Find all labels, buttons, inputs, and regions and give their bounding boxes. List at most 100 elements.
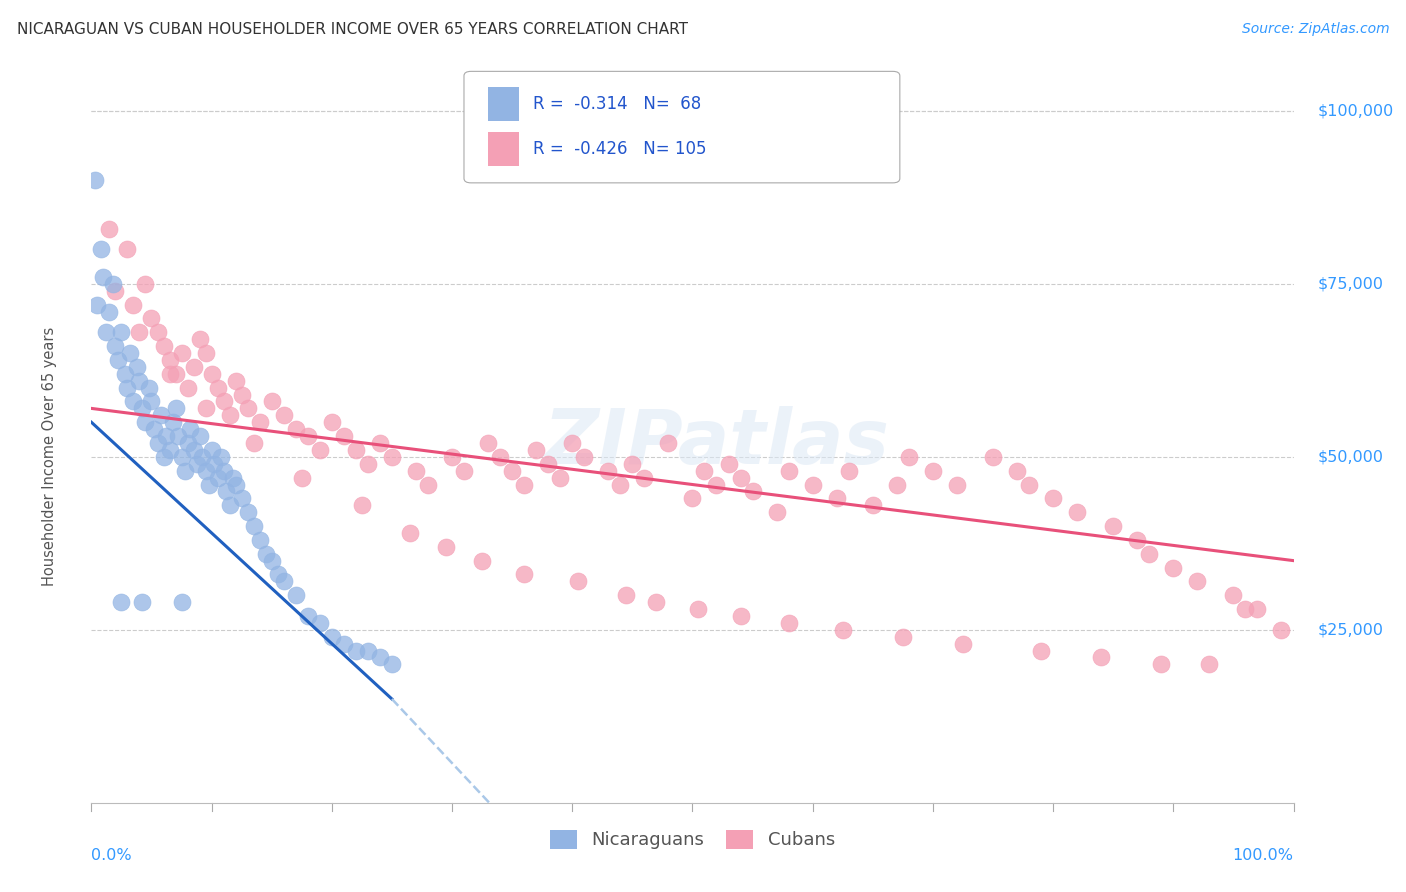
Point (134, 277, 156, 291)
Point (131, 401, 153, 416)
Point (242, 519, 264, 533)
Point (440, 450, 463, 464)
Text: R =  -0.426   N= 105: R = -0.426 N= 105 (533, 140, 706, 158)
Point (118, 346, 141, 360)
Point (321, 630, 343, 644)
Point (209, 450, 232, 464)
Point (321, 415, 343, 429)
Point (368, 436, 391, 450)
Point (489, 450, 512, 464)
Point (416, 477, 439, 491)
Point (200, 442, 222, 457)
Point (1161, 560, 1184, 574)
Point (93, 269, 115, 284)
Point (104, 339, 127, 353)
Point (260, 554, 283, 568)
Legend: Nicaraguans, Cubans: Nicaraguans, Cubans (543, 823, 842, 856)
Text: R =  -0.314   N=  68: R = -0.314 N= 68 (533, 95, 702, 113)
Point (225, 374, 247, 388)
Point (176, 381, 198, 395)
Point (198, 477, 221, 491)
Point (1137, 547, 1160, 561)
Point (152, 450, 174, 464)
Point (159, 367, 181, 381)
Point (236, 505, 259, 519)
Point (308, 442, 330, 457)
Point (202, 457, 225, 471)
Point (621, 457, 644, 471)
Point (128, 374, 150, 388)
Point (249, 533, 271, 547)
Point (1126, 533, 1149, 547)
Point (350, 498, 373, 512)
Point (236, 401, 259, 416)
Point (886, 477, 908, 491)
Text: NICARAGUAN VS CUBAN HOUSEHOLDER INCOME OVER 65 YEARS CORRELATION CHART: NICARAGUAN VS CUBAN HOUSEHOLDER INCOME O… (17, 22, 688, 37)
Point (1234, 602, 1257, 616)
Point (142, 422, 165, 436)
Point (688, 602, 710, 616)
Point (801, 477, 824, 491)
Point (344, 442, 367, 457)
Point (222, 470, 245, 484)
Point (609, 477, 631, 491)
Point (891, 630, 914, 644)
Point (242, 436, 264, 450)
Point (357, 457, 380, 471)
Point (1198, 657, 1220, 672)
Text: Source: ZipAtlas.com: Source: ZipAtlas.com (1241, 22, 1389, 37)
Point (405, 464, 427, 478)
Point (273, 409, 295, 423)
Point (183, 359, 205, 374)
Point (86, 297, 108, 311)
Point (84, 173, 107, 187)
Point (778, 464, 800, 478)
Point (249, 415, 271, 429)
Point (188, 332, 211, 346)
Point (273, 574, 295, 589)
Point (453, 464, 475, 478)
Point (191, 450, 214, 464)
Text: Householder Income Over 65 years: Householder Income Over 65 years (42, 327, 56, 586)
Point (107, 353, 129, 368)
Point (165, 367, 187, 381)
Point (186, 457, 208, 471)
Point (730, 609, 752, 624)
Point (122, 394, 145, 409)
Point (152, 339, 174, 353)
Point (333, 429, 356, 443)
Point (159, 353, 181, 368)
Point (225, 477, 247, 491)
Point (825, 491, 848, 506)
Point (231, 387, 253, 401)
Point (344, 643, 367, 657)
Point (537, 457, 560, 471)
Point (524, 442, 547, 457)
Point (381, 657, 404, 672)
Point (291, 470, 314, 484)
Point (141, 394, 163, 409)
Point (567, 574, 589, 589)
Point (159, 442, 181, 457)
Point (598, 464, 620, 478)
Point (207, 470, 229, 484)
Point (90, 242, 112, 256)
Point (717, 457, 740, 471)
Point (681, 491, 703, 506)
Point (101, 277, 124, 291)
Text: $100,000: $100,000 (1317, 103, 1393, 119)
Point (952, 637, 974, 651)
Text: $75,000: $75,000 (1317, 277, 1384, 292)
Point (110, 595, 132, 609)
Point (284, 422, 307, 436)
Point (1066, 505, 1088, 519)
Point (1150, 657, 1173, 672)
Point (98, 304, 121, 318)
Text: 100.0%: 100.0% (1233, 847, 1294, 863)
Point (188, 429, 211, 443)
Text: ZIPatlas: ZIPatlas (544, 406, 890, 480)
Point (501, 464, 523, 478)
Point (170, 450, 193, 464)
Point (730, 470, 752, 484)
Point (368, 650, 391, 665)
